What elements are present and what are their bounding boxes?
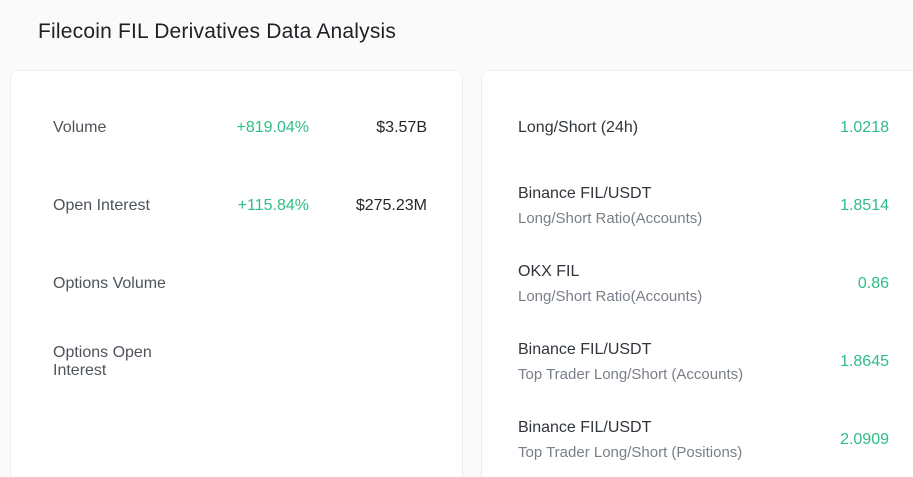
ratio-title: Binance FIL/USDT	[518, 340, 652, 358]
ratio-value: 0.86	[857, 275, 889, 292]
ratio-subtitle: Top Trader Long/Short (Positions)	[518, 444, 743, 462]
stat-change-percent: +819.04%	[236, 119, 309, 136]
stat-label: Open Interest	[53, 197, 150, 214]
stat-row-volume: Volume +819.04% $3.57B	[53, 89, 427, 167]
ratio-row-long-short-24h: Long/Short (24h) 1.0218	[518, 89, 889, 167]
stat-label: Volume	[53, 119, 107, 136]
ratio-row-binance-accounts: Binance FIL/USDT Long/Short Ratio(Accoun…	[518, 167, 889, 245]
ratio-row-binance-top-trader-accounts: Binance FIL/USDT Top Trader Long/Short (…	[518, 323, 889, 401]
ratio-value: 1.0218	[840, 119, 889, 136]
stat-value: $3.57B	[376, 119, 427, 136]
stat-row-options-volume: Options Volume	[53, 245, 427, 323]
ratio-title: Binance FIL/USDT	[518, 184, 652, 202]
ratio-labels: Binance FIL/USDT Top Trader Long/Short (…	[518, 340, 828, 384]
stat-label: Options Open Interest	[53, 344, 152, 379]
ratio-subtitle: Long/Short Ratio(Accounts)	[518, 210, 703, 228]
ratio-title: OKX FIL	[518, 262, 580, 280]
ratio-title: Long/Short (24h)	[518, 119, 639, 137]
ratio-subtitle: Top Trader Long/Short (Accounts)	[518, 366, 744, 384]
ratio-labels: Long/Short (24h)	[518, 118, 828, 137]
stat-row-open-interest: Open Interest +115.84% $275.23M	[53, 167, 427, 245]
ratio-row-okx-accounts: OKX FIL Long/Short Ratio(Accounts) 0.86	[518, 245, 889, 323]
ratio-title: Binance FIL/USDT	[518, 418, 652, 436]
ratio-value: 1.8514	[840, 197, 889, 214]
stat-label: Options Volume	[53, 275, 166, 292]
ratio-row-binance-top-trader-positions: Binance FIL/USDT Top Trader Long/Short (…	[518, 401, 889, 477]
ratio-labels: OKX FIL Long/Short Ratio(Accounts)	[518, 262, 846, 306]
stat-value: $275.23M	[355, 197, 427, 214]
ratio-labels: Binance FIL/USDT Top Trader Long/Short (…	[518, 418, 828, 462]
stat-change-percent: +115.84%	[237, 197, 309, 214]
long-short-ratio-card: Long/Short (24h) 1.0218 Binance FIL/USDT…	[481, 70, 913, 477]
ratio-value: 2.0909	[840, 431, 889, 448]
ratio-value: 1.8645	[840, 353, 889, 370]
page-title: Filecoin FIL Derivatives Data Analysis	[38, 20, 397, 43]
ratio-labels: Binance FIL/USDT Long/Short Ratio(Accoun…	[518, 184, 828, 228]
ratio-subtitle: Long/Short Ratio(Accounts)	[518, 288, 703, 306]
derivatives-stats-card: Volume +819.04% $3.57B Open Interest +11…	[10, 70, 463, 477]
stat-row-options-open-interest: Options Open Interest	[53, 323, 427, 401]
